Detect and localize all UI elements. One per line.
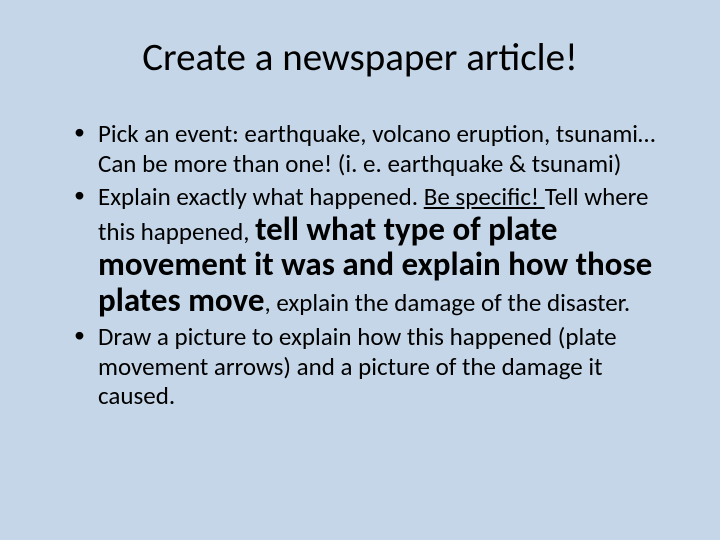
bullet-1-text: Pick an event: earthquake, volcano erupt… [98, 118, 655, 179]
slide-title: Create a newspaper article! [50, 34, 670, 81]
bullet-list: Pick an event: earthquake, volcano erupt… [50, 119, 670, 411]
bullet-2-underline: Be specific! [424, 181, 545, 212]
bullet-2-part-a: Explain exactly what happened. [98, 181, 424, 212]
bullet-item-2: Explain exactly what happened. Be specif… [74, 182, 670, 318]
bullet-3-text: Draw a picture to explain how this happe… [98, 321, 617, 411]
bullet-item-1: Pick an event: earthquake, volcano erupt… [74, 119, 670, 178]
bullet-2-part-e: , explain the damage of the disaster. [264, 287, 630, 318]
bullet-item-3: Draw a picture to explain how this happe… [74, 322, 670, 411]
